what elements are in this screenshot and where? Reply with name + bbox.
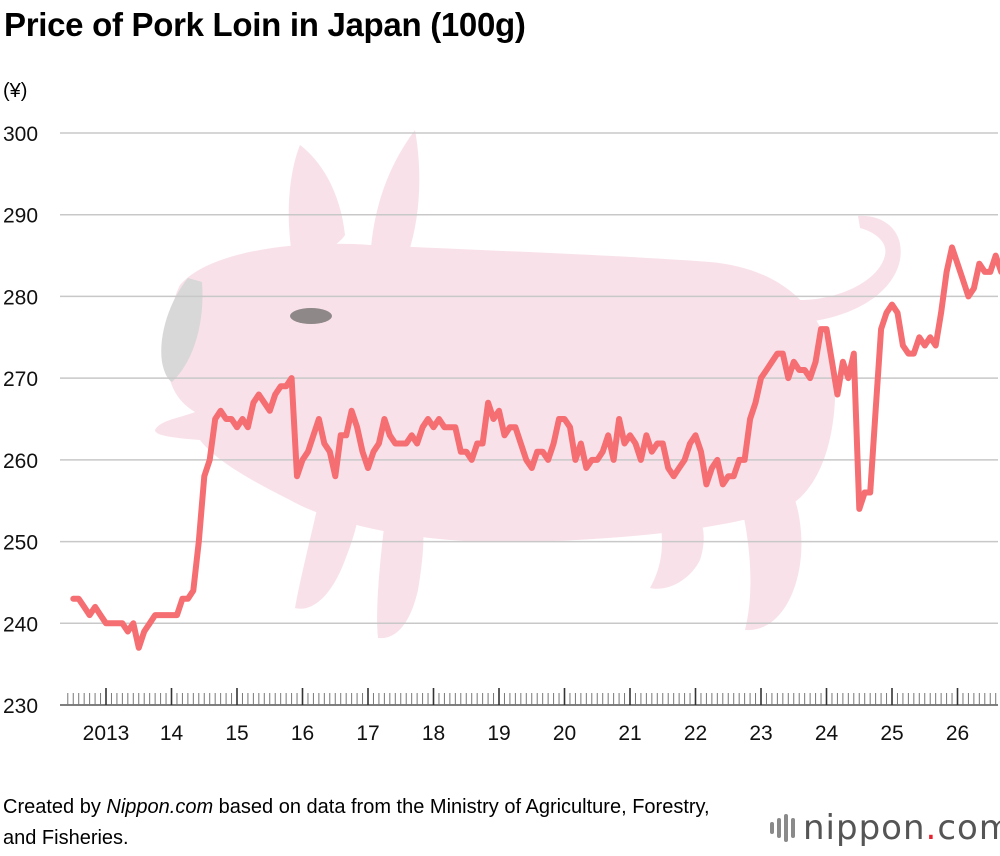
x-tick-label: 20 [553, 722, 576, 745]
x-tick-label: 19 [487, 722, 510, 745]
pig-body [155, 130, 901, 639]
y-tick-label: 290 [3, 205, 38, 228]
x-axis-labels: 2013 14 15 16 17 18 19 20 21 22 23 24 25 26 [83, 722, 970, 745]
chart-title: Price of Pork Loin in Japan (100g) [4, 6, 526, 43]
x-tick-label: 21 [618, 722, 641, 745]
logo-text: nippon.com [803, 808, 1000, 848]
source-site: Nippon.com [106, 796, 214, 818]
source-suffix: based on data from the Ministry of Agric… [3, 796, 710, 849]
y-tick-label: 230 [3, 695, 38, 718]
y-tick-label: 270 [3, 368, 38, 391]
y-tick-label: 240 [3, 613, 38, 636]
pig-eye [290, 308, 332, 324]
grid-lines [60, 132, 998, 625]
y-tick-label: 300 [3, 123, 38, 146]
logo-dot: . [925, 808, 938, 848]
source-prefix: Created by [3, 796, 107, 818]
x-axis [60, 688, 998, 706]
y-axis-unit-label: (¥) [3, 80, 28, 102]
y-tick-label: 260 [3, 450, 38, 473]
x-tick-label: 22 [684, 722, 707, 745]
x-tick-label: 23 [749, 722, 772, 745]
nippon-logo: nippon.com [770, 808, 1000, 848]
logo-name: nippon [803, 808, 926, 848]
x-tick-label: 14 [160, 722, 184, 745]
x-tick-label: 15 [225, 722, 248, 745]
y-tick-label: 280 [3, 286, 38, 309]
source-note: Created by Nippon.com based on data from… [3, 792, 723, 854]
y-tick-label: 250 [3, 532, 38, 555]
y-axis: 230 240 250 260 270 280 290 300 [3, 123, 38, 718]
line-chart: 230 240 250 260 270 280 290 300 2013 14 15 16 17 18 1… [3, 123, 1000, 745]
x-tick-label: 18 [422, 722, 445, 745]
x-tick-label: 26 [946, 722, 969, 745]
x-tick-label: 2013 [83, 722, 130, 745]
pig-illustration [155, 130, 901, 639]
price-series-line [70, 244, 1000, 651]
x-tick-label: 17 [356, 722, 379, 745]
x-tick-label: 25 [880, 722, 903, 745]
pig-snout [161, 278, 203, 382]
logo-tld: com [937, 808, 1000, 848]
x-tick-label: 24 [815, 722, 839, 745]
x-tick-label: 16 [291, 722, 314, 745]
logo-bars-icon [770, 814, 795, 842]
